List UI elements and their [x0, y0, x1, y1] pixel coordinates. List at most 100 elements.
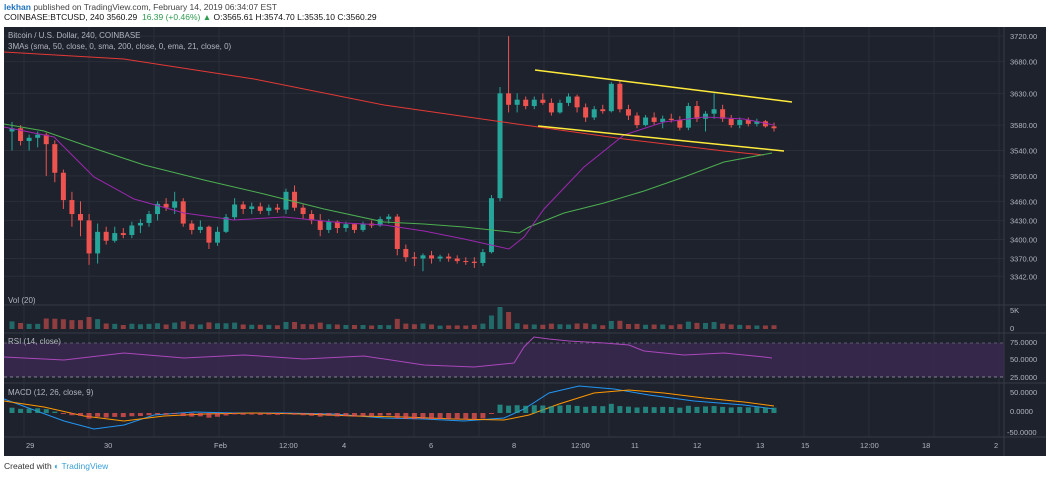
volume-bar [454, 325, 460, 329]
volume-bar [617, 320, 623, 329]
candle-body [429, 255, 435, 259]
candle-body [249, 206, 255, 209]
candle-body [120, 233, 126, 236]
macd-histogram-bar [463, 413, 469, 420]
volume-bar [531, 324, 537, 329]
author-link[interactable]: lekhan [4, 2, 31, 12]
macd-histogram-bar [214, 413, 220, 417]
macd-histogram-bar [257, 413, 263, 415]
candle-body [737, 120, 743, 126]
chart-area[interactable]: Bitcoin / U.S. Dollar, 240, COINBASE 3MA… [3, 27, 1046, 456]
volume-bar [18, 323, 24, 329]
volume-bar [394, 318, 400, 329]
volume-bar [206, 322, 212, 329]
price-tick-label: 3460.00 [1010, 197, 1037, 206]
macd-histogram-bar [9, 407, 15, 413]
candle-body [112, 233, 118, 241]
candle-body [334, 221, 340, 229]
volume-bar [334, 324, 340, 329]
price-axis[interactable]: 3720.00 3680.00 3630.00 3580.00 3540.00 3500.… [1010, 32, 1037, 281]
macd-histogram-bar [206, 413, 212, 418]
macd-histogram-bar [343, 413, 349, 417]
price-change: 16.39 (+0.46%) [141, 12, 201, 22]
macd-histogram-bar [566, 404, 572, 413]
volume-bar [103, 323, 109, 329]
candle-body [506, 93, 512, 105]
price-tick-label: 3342.00 [1010, 272, 1037, 281]
macd-histogram-bar [394, 413, 400, 419]
macd-histogram-bar [292, 413, 298, 415]
volume-bar [343, 325, 349, 329]
candle-body [617, 83, 623, 110]
volume-bar [9, 321, 15, 329]
macd-histogram-bar [95, 413, 101, 417]
candle-body [471, 261, 477, 263]
time-axis[interactable]: 29 30 Feb 12:00 4 6 8 12:00 11 12 13 15 12:00 18 2 [26, 441, 998, 450]
macd-histogram-bar [386, 413, 392, 416]
macd-histogram-bar [703, 406, 709, 413]
macd-histogram [9, 403, 777, 420]
volume-bar [463, 325, 469, 329]
candle-body [26, 137, 32, 141]
candle-body [420, 255, 426, 259]
time-tick-label: 6 [429, 441, 433, 450]
tradingview-brand-link[interactable]: TradingView [61, 461, 109, 471]
candle-body [283, 191, 289, 210]
volume-bar [369, 325, 375, 329]
candle-body [206, 226, 212, 243]
candle-body [437, 256, 443, 259]
macd-histogram-bar [266, 413, 272, 415]
macd-histogram-bar [351, 413, 357, 417]
volume-bar [317, 322, 323, 329]
volume-bar [377, 325, 383, 329]
volume-bar [480, 323, 486, 329]
macd-histogram-bar [720, 406, 726, 413]
macd-histogram-bar [232, 413, 238, 415]
macd-histogram-bar [651, 407, 657, 413]
candle-body [523, 99, 529, 107]
macd-histogram-bar [411, 413, 417, 420]
volume-bar [197, 324, 203, 329]
candle-body [446, 256, 452, 259]
channel-lower-line [537, 125, 785, 152]
ma-indicator-label: 3MAs (sma, 50, close, 0, sma, 200, close… [8, 42, 232, 51]
candle-body [660, 118, 666, 122]
time-tick-label: 13 [756, 441, 764, 450]
candle-body [9, 128, 15, 132]
macd-histogram-bar [240, 413, 246, 415]
channel-upper-line [534, 69, 793, 103]
rsi-line [3, 336, 773, 368]
candle-body [257, 206, 263, 211]
volume-bar [634, 323, 640, 329]
candle-body [232, 204, 238, 218]
chart-svg[interactable]: Bitcoin / U.S. Dollar, 240, COINBASE 3MA… [3, 27, 1046, 456]
candle-body [35, 134, 41, 138]
volume-bar [112, 323, 118, 329]
volume-tick-5k: 5K [1010, 306, 1019, 315]
candle-body [771, 126, 777, 129]
macd-histogram-bar [60, 413, 66, 414]
rsi-tick-50: 50.0000 [1010, 355, 1037, 364]
macd-histogram-bar [403, 413, 409, 419]
volume-bar [43, 318, 49, 329]
volume-bar [69, 320, 75, 329]
macd-histogram-bar [711, 406, 717, 413]
macd-histogram-bar [694, 406, 700, 413]
publish-line: lekhan published on TradingView.com, Feb… [4, 2, 377, 12]
candle-body [574, 96, 580, 108]
macd-histogram-bar [437, 413, 443, 419]
macd-histogram-bar [745, 407, 751, 413]
candle-body [326, 221, 332, 230]
macd-histogram-bar [514, 405, 520, 413]
macd-histogram-bar [180, 413, 186, 417]
volume-bar [300, 324, 306, 329]
macd-histogram-bar [369, 413, 375, 417]
macd-histogram-bar [86, 413, 92, 419]
volume-bar [566, 324, 572, 329]
volume-bar [146, 323, 152, 329]
candle-body [531, 99, 537, 107]
volume-bar [257, 324, 263, 329]
volume-bar [172, 322, 178, 329]
candle-body [411, 257, 417, 259]
candle-body [488, 198, 494, 253]
